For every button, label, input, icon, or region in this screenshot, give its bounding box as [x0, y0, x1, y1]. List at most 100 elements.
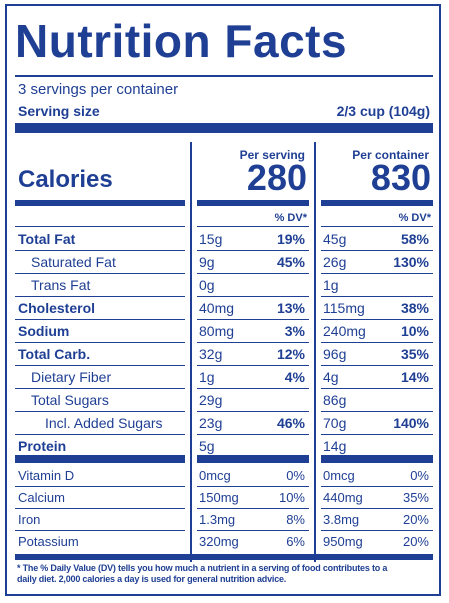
- calories-bar-name: [15, 200, 185, 206]
- nutrient-name: Total Sugars: [31, 392, 109, 408]
- container-amount: 26g: [323, 254, 347, 270]
- footnote-line-2: daily diet. 2,000 calories a day is used…: [17, 574, 287, 584]
- row-separator: [15, 319, 185, 320]
- serving-size-value: 2/3 cup (104g): [336, 103, 430, 119]
- vitamin-container-dv: 0%: [410, 468, 429, 483]
- nutrient-name: Sodium: [18, 323, 70, 339]
- serving-dv: 3%: [284, 323, 305, 339]
- row-separator: [321, 342, 433, 343]
- row-separator: [197, 508, 309, 509]
- row-separator: [197, 342, 309, 343]
- row-separator: [197, 388, 309, 389]
- vitamin-container-dv: 35%: [402, 490, 429, 505]
- row-separator: [15, 530, 185, 531]
- vitamin-serving-amount: 150mg: [199, 490, 239, 505]
- vitamin-serving-amount: 1.3mg: [199, 512, 236, 527]
- vitamin-container-amount: 3.8mg: [323, 512, 360, 527]
- footnote-line-1: * The % Daily Value (DV) tells you how m…: [17, 563, 388, 573]
- per-serving-header: Per serving: [239, 148, 305, 162]
- nutrient-name: Protein: [18, 438, 67, 454]
- nutrient-name: Incl. Added Sugars: [45, 415, 163, 431]
- row-separator: [321, 296, 433, 297]
- vitamins-bar-name: [15, 455, 185, 463]
- vitamin-serving-amount: 320mg: [199, 534, 239, 549]
- row-separator: [15, 226, 185, 227]
- calories-bar-container: [321, 200, 433, 206]
- row-separator: [15, 411, 185, 412]
- container-amount: 115mg: [323, 300, 365, 316]
- serving-amount: 40mg: [199, 300, 235, 316]
- serving-amount: 23g: [199, 415, 223, 431]
- dv-header-container: % DV*: [398, 212, 431, 224]
- dv-header-serving: % DV*: [274, 212, 307, 224]
- row-separator: [197, 530, 309, 531]
- row-separator: [15, 296, 185, 297]
- serving-dv: 45%: [276, 254, 305, 270]
- container-amount: 240mg: [323, 323, 366, 339]
- row-separator: [197, 411, 309, 412]
- row-separator: [321, 434, 433, 435]
- vitamin-serving-dv: 0%: [286, 468, 305, 483]
- vitamin-container-amount: 0mcg: [323, 468, 355, 483]
- vitamin-name: Iron: [18, 512, 41, 527]
- row-separator: [15, 388, 185, 389]
- serving-amount: 15g: [199, 231, 223, 247]
- row-separator: [197, 296, 309, 297]
- vitamin-container-dv: 20%: [402, 534, 429, 549]
- row-separator: [321, 388, 433, 389]
- vitamin-name: Calcium: [18, 490, 65, 505]
- container-dv: 38%: [400, 300, 429, 316]
- container-amount: 1g: [323, 277, 339, 293]
- row-separator: [15, 250, 185, 251]
- row-separator: [321, 508, 433, 509]
- serving-amount: 9g: [199, 254, 215, 270]
- row-separator: [15, 508, 185, 509]
- vitamins-bar-serving: [197, 455, 309, 463]
- row-separator: [321, 411, 433, 412]
- container-dv: 140%: [393, 415, 429, 431]
- title-rule: [15, 75, 433, 77]
- label-title: Nutrition Facts: [15, 15, 348, 67]
- container-amount: 45g: [323, 231, 347, 247]
- serving-dv: 19%: [276, 231, 305, 247]
- row-separator: [197, 273, 309, 274]
- calories-per-container: 830: [370, 157, 431, 198]
- serving-amount: 5g: [199, 438, 215, 454]
- row-separator: [15, 342, 185, 343]
- container-dv: 58%: [400, 231, 429, 247]
- row-separator: [321, 486, 433, 487]
- nutrient-name: Dietary Fiber: [31, 369, 112, 385]
- container-dv: 35%: [400, 346, 429, 362]
- vitamin-serving-amount: 0mcg: [199, 468, 231, 483]
- row-separator: [15, 273, 185, 274]
- container-amount: 14g: [323, 438, 347, 454]
- nutrient-name: Trans Fat: [31, 277, 91, 293]
- nutrient-name: Saturated Fat: [31, 254, 116, 270]
- row-separator: [197, 486, 309, 487]
- column-divider-serving: [190, 142, 192, 562]
- nutrient-name: Total Carb.: [18, 346, 91, 362]
- row-separator: [321, 226, 433, 227]
- row-separator: [15, 365, 185, 366]
- vitamin-serving-dv: 6%: [286, 534, 305, 549]
- row-separator: [321, 365, 433, 366]
- serving-amount: 80mg: [199, 323, 235, 339]
- row-separator: [321, 273, 433, 274]
- serving-size-label: Serving size: [18, 103, 100, 119]
- row-separator: [15, 486, 185, 487]
- row-separator: [321, 250, 433, 251]
- serving-dv: 4%: [284, 369, 305, 385]
- servings-per-container: 3 servings per container: [18, 81, 179, 98]
- vitamins-bar-container: [321, 455, 433, 463]
- serving-amount: 1g: [199, 369, 215, 385]
- container-dv: 14%: [400, 369, 429, 385]
- row-separator: [197, 365, 309, 366]
- row-separator: [197, 319, 309, 320]
- vitamin-container-amount: 950mg: [323, 534, 363, 549]
- serving-amount: 32g: [199, 346, 223, 362]
- calories-per-serving: 280: [246, 157, 307, 198]
- serving-dv: 46%: [276, 415, 305, 431]
- container-dv: 10%: [400, 323, 429, 339]
- calories-bar-serving: [197, 200, 309, 206]
- nutrition-label: Nutrition Facts 3 servings per container…: [5, 4, 441, 596]
